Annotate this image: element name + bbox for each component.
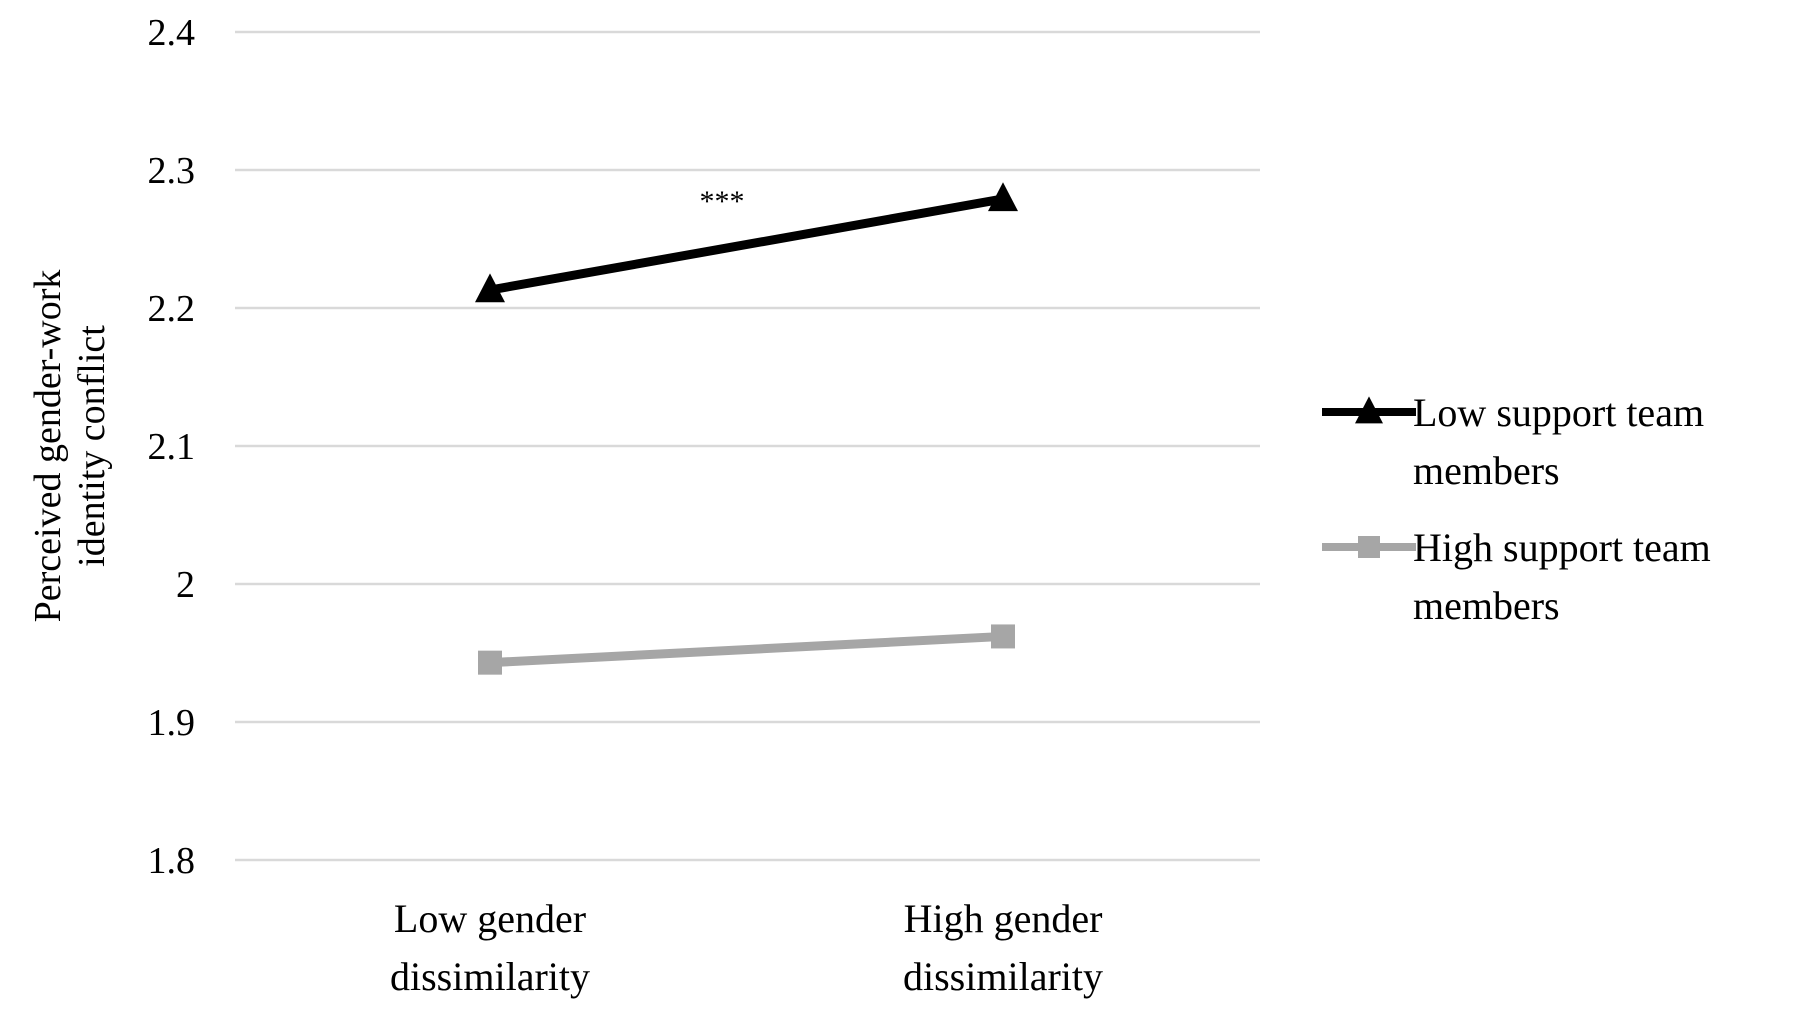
x-tick-label: Low gender dissimilarity [390, 896, 590, 999]
y-tick-label: 2 [176, 564, 195, 606]
y-tick-label: 2.1 [148, 426, 196, 468]
y-tick-label: 1.8 [148, 840, 196, 882]
series-line [489, 194, 1004, 295]
significance-annotation: *** [700, 185, 745, 218]
y-tick-label: 2.2 [148, 288, 196, 330]
legend-marker [1358, 536, 1380, 558]
data-point [988, 182, 1018, 212]
y-tick-label: 2.3 [148, 150, 196, 192]
x-axis-tick-labels: Low gender dissimilarity High gender dissim… [390, 896, 1103, 999]
legend: Low support team members High support team… [1322, 390, 1711, 628]
data-point [475, 273, 505, 303]
legend-label: High support team members [1413, 525, 1711, 628]
data-point [478, 650, 502, 675]
y-axis-label: Perceived gender-workidentity conflict [27, 270, 113, 623]
x-tick-label: High gender dissimilarity [903, 896, 1103, 999]
series-line [489, 631, 1004, 668]
y-tick-label: 1.9 [148, 702, 196, 744]
gridlines [235, 30, 1260, 862]
y-axis-tick-labels: 2.4 2.3 2.2 2.1 2 1.9 1.8 [148, 12, 196, 882]
y-tick-label: 2.4 [148, 12, 196, 54]
series-layer [475, 182, 1018, 675]
data-point [991, 624, 1015, 649]
legend-label: Low support team members [1413, 390, 1704, 493]
legend-marker [1355, 396, 1383, 424]
